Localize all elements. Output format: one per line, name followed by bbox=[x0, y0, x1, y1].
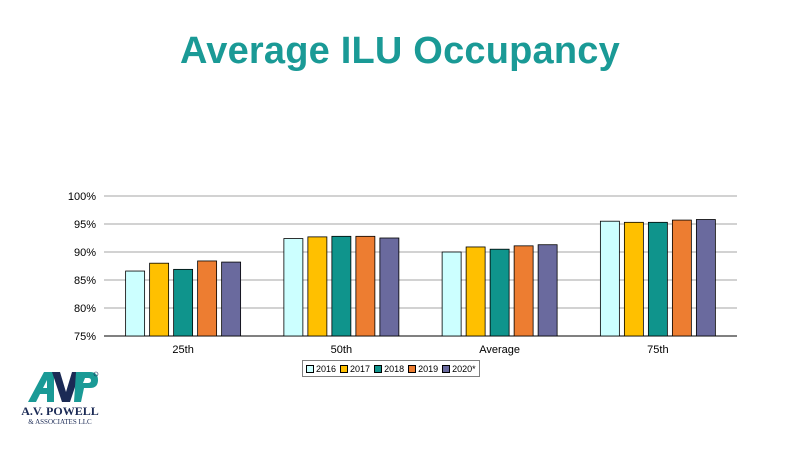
bar-2016-average bbox=[441, 251, 462, 337]
bar-2018-25th bbox=[173, 268, 194, 337]
legend-label: 2019 bbox=[418, 363, 439, 374]
bar-2016-25th bbox=[125, 270, 146, 337]
x-tick-label: 75th bbox=[647, 344, 668, 356]
legend-label: 2017 bbox=[350, 363, 371, 374]
bar-2018-50th bbox=[331, 235, 352, 337]
legend-swatch bbox=[340, 364, 349, 373]
legend-label: 2018 bbox=[384, 363, 405, 374]
avp-logo-icon bbox=[28, 371, 99, 402]
legend-item: 2016 bbox=[306, 364, 336, 374]
legend-item: 2019 bbox=[408, 364, 438, 374]
legend-item: 2018 bbox=[374, 364, 404, 374]
y-tick-label: 90% bbox=[74, 247, 96, 259]
bar-2018-average bbox=[489, 248, 510, 337]
y-tick-label: 80% bbox=[74, 303, 96, 315]
bar-2016-50th bbox=[283, 238, 304, 337]
x-tick-label: Average bbox=[479, 344, 520, 356]
bar-2017-75th bbox=[623, 221, 644, 337]
bar-2019-50th bbox=[355, 235, 376, 337]
y-tick-label: 95% bbox=[74, 219, 96, 231]
legend-swatch bbox=[306, 364, 314, 373]
chart-legend: 2016 2017 2018 2019 2020* bbox=[302, 360, 480, 377]
company-logo: A.V. POWELL & ASSOCIATES LLC bbox=[20, 368, 100, 428]
y-tick-label: 100% bbox=[68, 191, 96, 203]
chart-title: Average ILU Occupancy bbox=[180, 30, 620, 72]
y-tick-label: 85% bbox=[74, 275, 96, 287]
bar-2020-average bbox=[537, 244, 558, 337]
bar-2019-75th bbox=[671, 219, 692, 337]
bar-2017-average bbox=[465, 246, 486, 337]
legend-item: 2020* bbox=[442, 364, 476, 374]
y-tick-label: 75% bbox=[74, 331, 96, 343]
logo-name: A.V. POWELL bbox=[21, 404, 99, 418]
bar-2020-50th bbox=[379, 237, 400, 337]
bar-2020-75th bbox=[695, 219, 716, 337]
x-tick-label: 50th bbox=[331, 344, 352, 356]
bar-2019-average bbox=[513, 245, 534, 337]
legend-swatch bbox=[374, 364, 383, 373]
legend-item: 2017 bbox=[340, 364, 370, 374]
bar-2016-75th bbox=[599, 220, 620, 337]
legend-swatch bbox=[408, 364, 417, 373]
legend-label: 2016 bbox=[316, 363, 337, 374]
logo-subtitle: & ASSOCIATES LLC bbox=[28, 418, 92, 426]
legend-label: 2020* bbox=[452, 363, 476, 374]
legend-swatch bbox=[442, 364, 451, 373]
bar-2019-25th bbox=[197, 260, 218, 337]
bar-2018-75th bbox=[647, 221, 668, 337]
x-tick-label: 25th bbox=[172, 344, 193, 356]
bar-2020-25th bbox=[221, 261, 242, 337]
bar-2017-25th bbox=[149, 262, 170, 337]
bar-2017-50th bbox=[307, 236, 328, 337]
